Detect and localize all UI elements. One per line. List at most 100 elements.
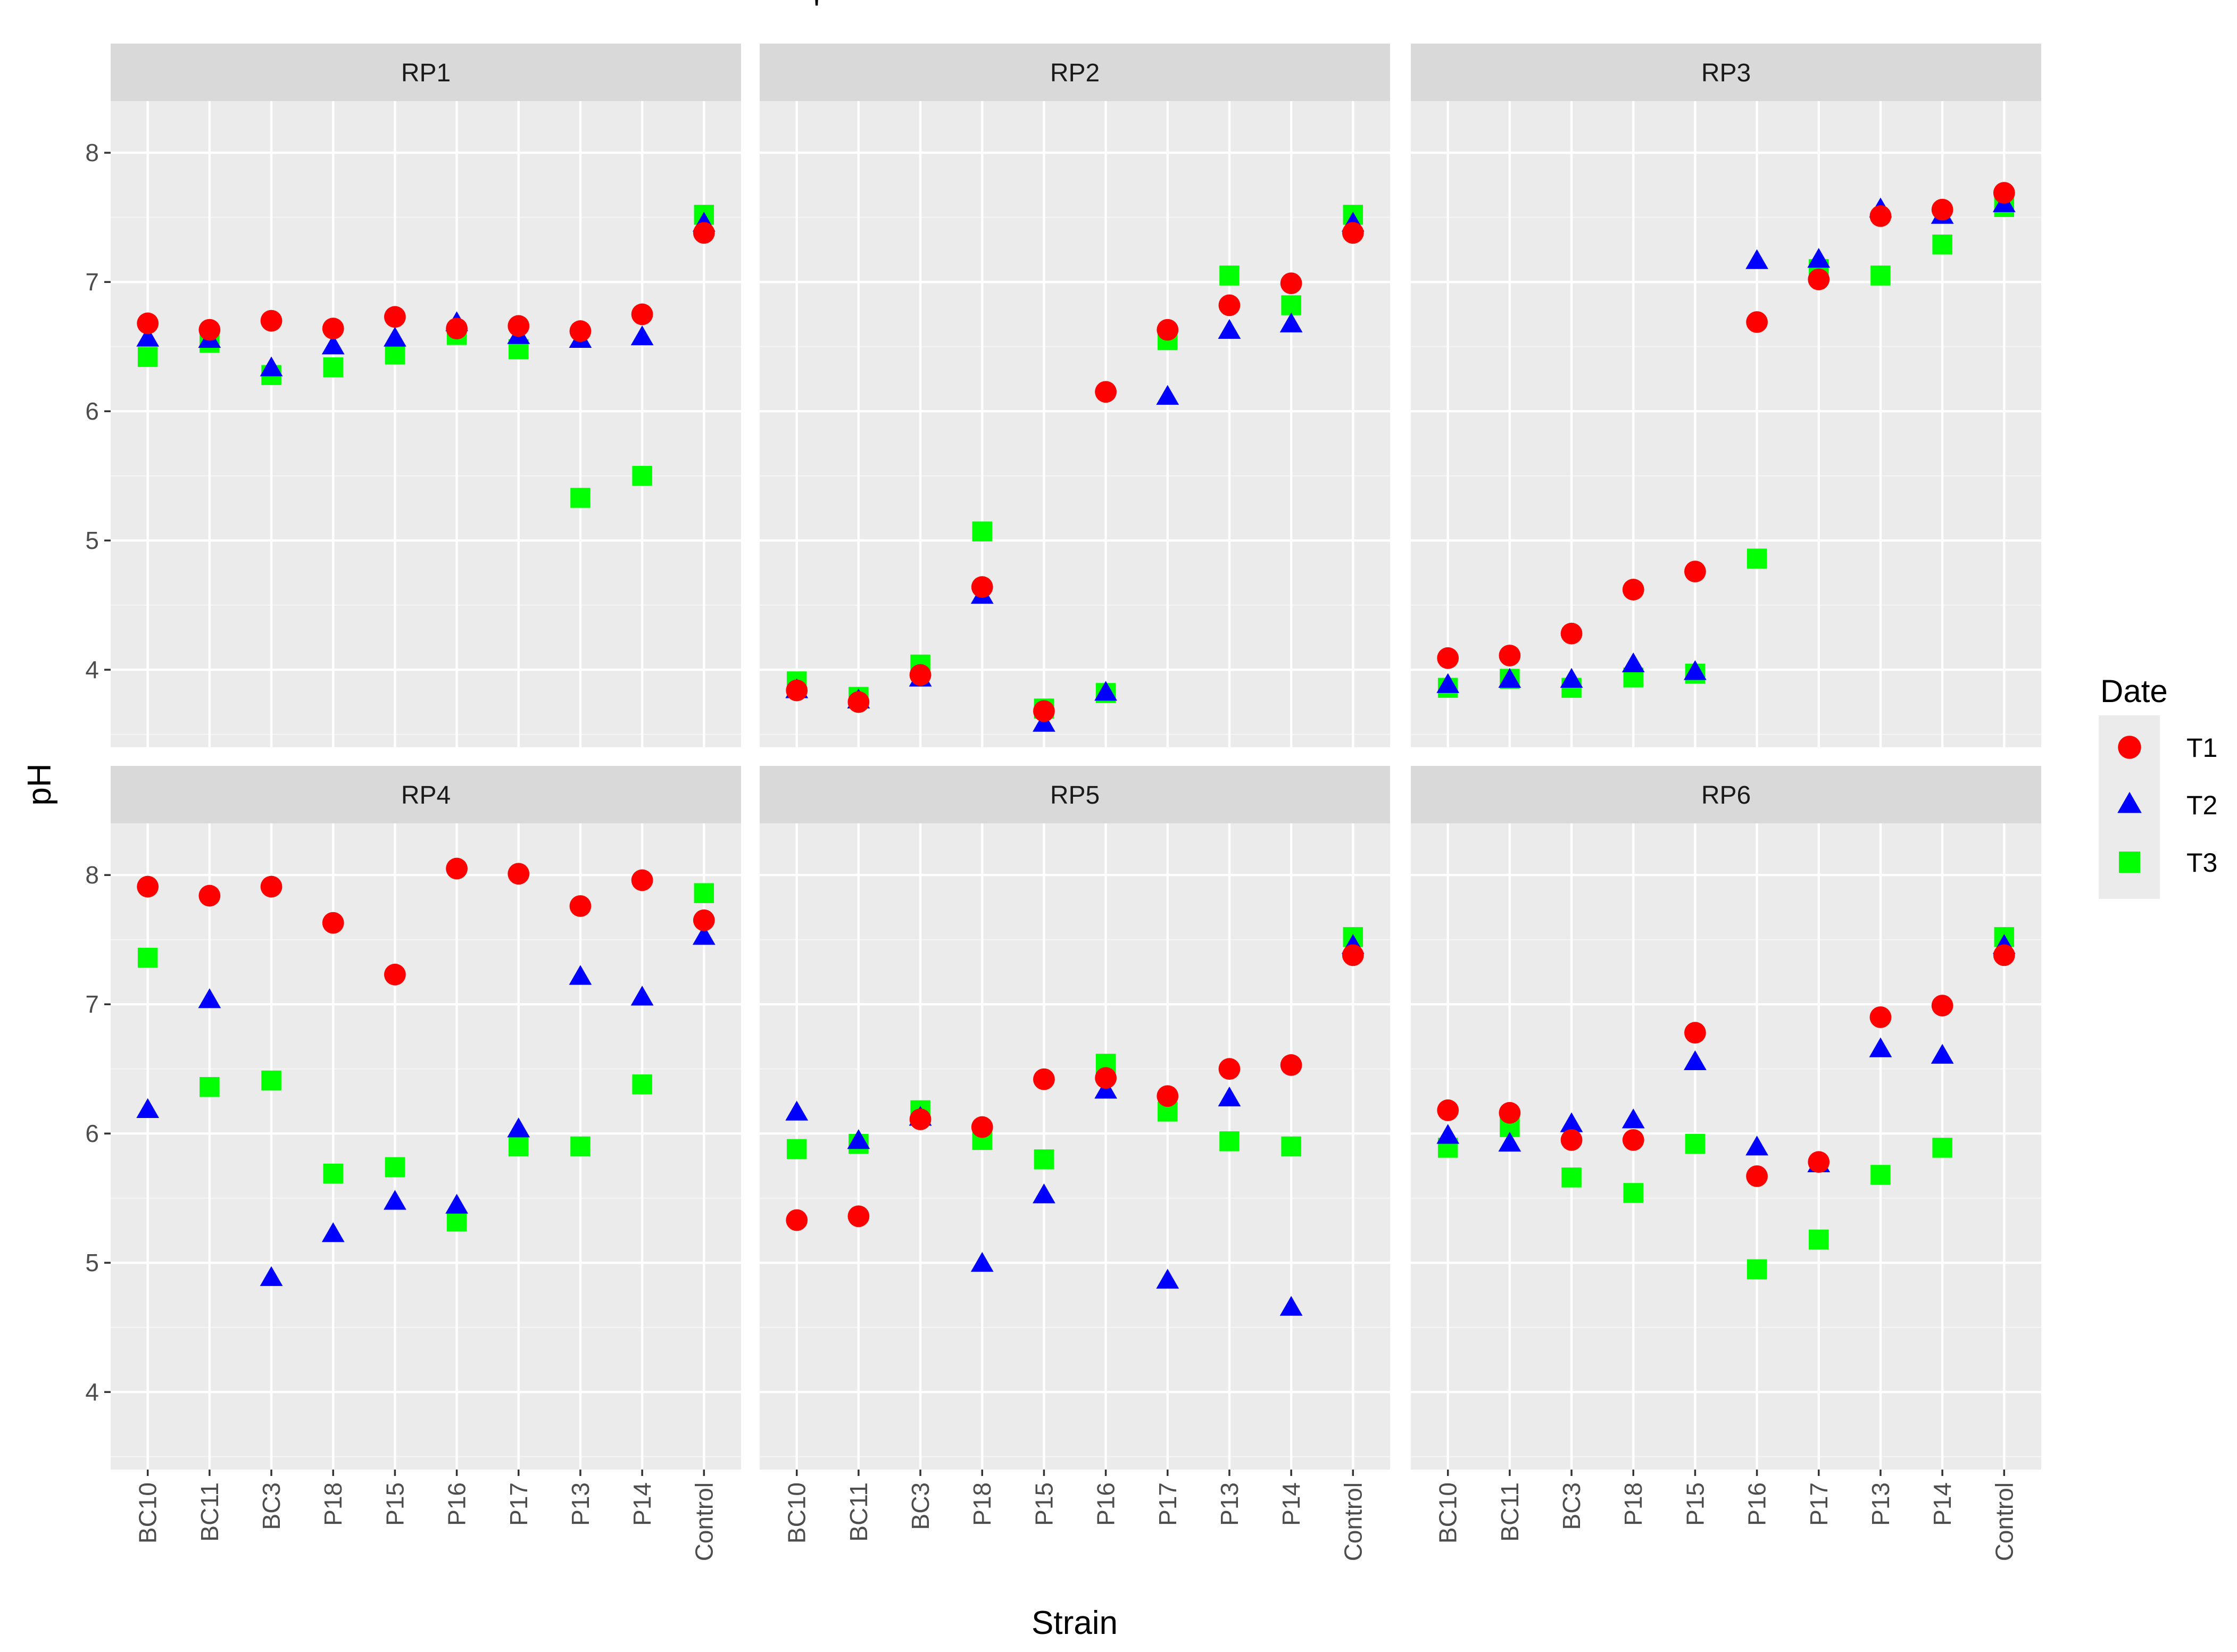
x-tick-label: BC3 bbox=[1558, 1482, 1585, 1530]
point-rp6-t2-p15 bbox=[1684, 1050, 1707, 1071]
point-rp4-t1-p13 bbox=[569, 895, 592, 917]
point-rp5-t3-p14 bbox=[1281, 1136, 1301, 1157]
panel-rp5: RP5 BC10 BC11 BC3 P18 P15 P16 P17 P13 P14 Control bbox=[760, 766, 1390, 1561]
point-rp4-t3-p13 bbox=[570, 1136, 591, 1157]
point-rp6-t1-bc11 bbox=[1499, 1102, 1521, 1124]
point-rp6-t2-p13 bbox=[1869, 1037, 1892, 1057]
point-rp4-t1-p18 bbox=[322, 912, 344, 934]
point-rp3-t1-p13 bbox=[1869, 205, 1892, 227]
point-rp4-t3-p18 bbox=[323, 1163, 343, 1184]
point-rp3-t2-p15 bbox=[1684, 660, 1707, 680]
x-tick-label: BC3 bbox=[257, 1482, 285, 1530]
point-rp3-t1-control bbox=[1993, 182, 2015, 204]
point-rp1-t1-bc10 bbox=[137, 312, 159, 335]
point-rp6-t1-p16 bbox=[1746, 1165, 1768, 1187]
point-rp4-t3-p16 bbox=[446, 1211, 467, 1232]
point-rp2-t2-p17 bbox=[1156, 385, 1179, 405]
point-rp4-t1-control bbox=[693, 909, 715, 931]
x-tick-label: P14 bbox=[1277, 1482, 1305, 1526]
point-rp4-t1-bc10 bbox=[137, 875, 159, 898]
panel-strip-label: RP1 bbox=[401, 59, 451, 87]
x-tick-label: P18 bbox=[1619, 1482, 1647, 1526]
legend-key-t1 bbox=[2118, 736, 2141, 759]
x-tick-label: P15 bbox=[381, 1482, 409, 1526]
point-rp5-t1-p13 bbox=[1218, 1058, 1241, 1080]
legend-label-t2: T2 bbox=[2186, 790, 2217, 820]
point-rp6-t3-p16 bbox=[1747, 1259, 1767, 1280]
x-tick-label: BC11 bbox=[845, 1482, 872, 1542]
point-rp5-t1-bc10 bbox=[786, 1209, 808, 1231]
point-rp4-t2-bc11 bbox=[198, 988, 221, 1008]
panel-rp6: RP6 BC10 BC11 BC3 P18 P15 P16 P17 P13 P14 Control bbox=[1411, 766, 2041, 1561]
point-rp3-t1-p14 bbox=[1931, 198, 1953, 221]
point-rp2-t1-bc10 bbox=[786, 679, 808, 702]
x-tick-label: P13 bbox=[1867, 1482, 1894, 1526]
point-rp5-t3-bc10 bbox=[786, 1139, 807, 1159]
point-rp2-t3-p14 bbox=[1281, 295, 1301, 315]
point-rp2-t3-p18 bbox=[972, 521, 992, 541]
point-rp5-t2-bc11 bbox=[847, 1129, 870, 1149]
point-rp1-t1-p16 bbox=[446, 318, 468, 340]
point-rp1-t1-p14 bbox=[631, 303, 653, 326]
point-rp6-t1-p15 bbox=[1684, 1022, 1706, 1044]
point-rp4-t2-p14 bbox=[630, 986, 654, 1006]
panel-background bbox=[111, 823, 741, 1470]
point-rp2-t1-p17 bbox=[1157, 319, 1179, 341]
x-tick-label: BC10 bbox=[783, 1482, 811, 1543]
x-tick-label: P13 bbox=[1216, 1482, 1243, 1526]
point-rp1-t1-bc11 bbox=[198, 319, 221, 341]
point-rp5-t1-p14 bbox=[1280, 1054, 1302, 1076]
x-tick-label: Control bbox=[1990, 1482, 2018, 1561]
panel-rp2: RP2 bbox=[760, 44, 1390, 747]
point-rp6-t2-bc11 bbox=[1498, 1131, 1521, 1152]
panel-strip-label: RP5 bbox=[1050, 781, 1100, 810]
point-rp3-t2-bc11 bbox=[1498, 668, 1521, 688]
x-tick-label: P18 bbox=[968, 1482, 996, 1526]
point-rp5-t1-bc11 bbox=[847, 1205, 870, 1228]
strip-background bbox=[760, 766, 1390, 823]
point-rp4-t1-bc3 bbox=[260, 875, 282, 898]
x-tick-label: P14 bbox=[1928, 1482, 1956, 1526]
y-tick-label: 7 bbox=[85, 268, 99, 296]
point-rp1-t3-p18 bbox=[323, 357, 343, 378]
x-tick-label: P14 bbox=[628, 1482, 656, 1526]
point-rp3-t1-p15 bbox=[1684, 561, 1706, 582]
point-rp3-t2-bc10 bbox=[1436, 673, 1460, 693]
panel-strip-label: RP6 bbox=[1701, 781, 1751, 810]
point-rp1-t1-p13 bbox=[569, 320, 592, 342]
point-rp4-t2-bc10 bbox=[136, 1098, 160, 1118]
point-rp2-t1-p16 bbox=[1095, 381, 1117, 403]
x-tick-label: P16 bbox=[443, 1482, 471, 1526]
point-rp2-t1-bc3 bbox=[909, 664, 932, 686]
point-rp4-t3-p15 bbox=[385, 1157, 405, 1178]
point-rp4-t1-p15 bbox=[384, 963, 406, 986]
point-rp3-t2-p16 bbox=[1745, 249, 1768, 269]
strip-background bbox=[111, 44, 741, 101]
point-rp5-t2-p15 bbox=[1033, 1183, 1055, 1204]
point-rp4-t2-control bbox=[692, 925, 716, 945]
point-rp5-t1-p17 bbox=[1157, 1085, 1179, 1107]
panel-strip-label: RP4 bbox=[401, 781, 451, 810]
point-rp5-t2-p13 bbox=[1218, 1086, 1241, 1107]
point-rp1-t1-p18 bbox=[322, 318, 344, 340]
x-tick-label: BC10 bbox=[1434, 1482, 1462, 1543]
x-tick-label: P18 bbox=[319, 1482, 347, 1526]
y-tick-label: 5 bbox=[85, 527, 99, 554]
point-rp1-t1-control bbox=[693, 222, 715, 244]
panel-strip-label: RP2 bbox=[1050, 59, 1100, 87]
point-rp5-t1-p18 bbox=[971, 1116, 993, 1138]
point-rp4-t2-p13 bbox=[569, 965, 592, 985]
point-rp1-t2-bc10 bbox=[136, 327, 160, 347]
point-rp3-t1-bc11 bbox=[1499, 645, 1521, 666]
point-rp1-t3-p15 bbox=[385, 344, 405, 365]
x-tick-label: BC11 bbox=[1496, 1482, 1524, 1542]
point-rp4-t3-bc3 bbox=[261, 1070, 281, 1091]
point-rp5-t2-p17 bbox=[1156, 1269, 1179, 1289]
point-rp2-t1-control bbox=[1342, 222, 1364, 244]
point-rp4-t1-p16 bbox=[446, 857, 468, 880]
point-rp4-t1-p14 bbox=[631, 869, 653, 891]
point-rp3-t1-bc10 bbox=[1437, 647, 1459, 669]
x-tick-label: P17 bbox=[1805, 1482, 1833, 1526]
point-rp5-t1-p16 bbox=[1095, 1067, 1117, 1089]
x-tick-label: Control bbox=[690, 1482, 718, 1561]
